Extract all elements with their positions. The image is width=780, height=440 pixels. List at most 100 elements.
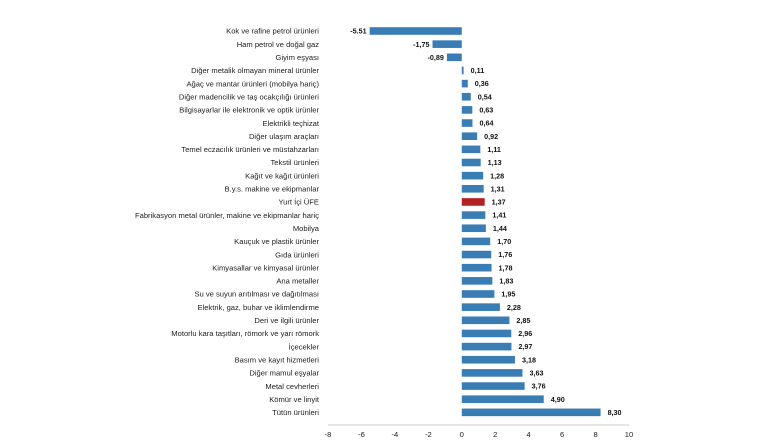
category-label-23: Motorlu kara taşıtları, römork ve yarı r… bbox=[171, 329, 319, 338]
category-label-26: Diğer mamul eşyalar bbox=[249, 369, 319, 378]
value-label-5: 0,54 bbox=[478, 92, 492, 101]
bars-group bbox=[369, 27, 601, 417]
bar-1 bbox=[432, 40, 462, 48]
bar-16 bbox=[461, 237, 491, 246]
value-label-6: 0,63 bbox=[479, 106, 493, 115]
bar-10 bbox=[461, 158, 481, 167]
value-label-9: 1,11 bbox=[487, 145, 501, 154]
value-label-3: 0,11 bbox=[471, 66, 485, 75]
value-label-20: 1,95 bbox=[501, 290, 515, 299]
bar-25 bbox=[461, 355, 515, 364]
value-label-1: -1,75 bbox=[413, 40, 429, 49]
value-label-17: 1,76 bbox=[498, 250, 512, 259]
category-label-9: Temel eczacılık ürünleri ve müstahzarlar… bbox=[181, 145, 319, 154]
bar-6 bbox=[461, 106, 473, 114]
value-label-7: 0,64 bbox=[479, 119, 493, 128]
category-label-17: Gıda ürünleri bbox=[275, 250, 319, 259]
bar-26 bbox=[461, 369, 523, 377]
category-label-1: Ham petrol ve doğal gaz bbox=[237, 40, 320, 49]
x-tick-label-0: -8 bbox=[325, 430, 332, 439]
category-label-28: Kömür ve linyit bbox=[269, 395, 320, 404]
bar-15 bbox=[461, 224, 486, 233]
bar-7 bbox=[461, 119, 473, 127]
category-labels-group: Kok ve rafine petrol ürünleri Ham petrol … bbox=[135, 27, 320, 417]
x-tick-label-7: 6 bbox=[560, 430, 564, 439]
value-label-16: 1,70 bbox=[497, 237, 511, 246]
bar-9 bbox=[461, 145, 481, 154]
category-label-27: Metal cevherleri bbox=[265, 382, 319, 391]
value-label-8: 0,92 bbox=[484, 132, 498, 141]
value-label-28: 4,90 bbox=[551, 395, 565, 404]
value-label-11: 1,28 bbox=[490, 171, 504, 180]
bar-0 bbox=[369, 27, 462, 35]
x-tick-label-5: 2 bbox=[493, 430, 497, 439]
value-label-27: 3,76 bbox=[532, 382, 546, 391]
value-label-2: -0,89 bbox=[428, 53, 444, 62]
value-label-22: 2,85 bbox=[516, 316, 530, 325]
value-label-10: 1,13 bbox=[488, 158, 502, 167]
bar-22 bbox=[461, 316, 510, 325]
bar-3 bbox=[461, 66, 464, 75]
bar-2 bbox=[446, 53, 462, 62]
x-tick-label-6: 4 bbox=[527, 430, 531, 439]
category-label-22: Deri ve ilgili ürünler bbox=[254, 316, 319, 325]
x-tick-label-2: -4 bbox=[392, 430, 399, 439]
category-label-19: Ana metaller bbox=[276, 277, 319, 286]
category-label-0: Kok ve rafine petrol ürünleri bbox=[226, 27, 319, 36]
value-label-12: 1,31 bbox=[491, 184, 505, 193]
bar-27 bbox=[461, 382, 525, 390]
category-label-29: Tütün ürünleri bbox=[272, 408, 319, 417]
bar-14 bbox=[461, 211, 486, 219]
x-tick-label-9: 10 bbox=[625, 430, 633, 439]
x-tick-label-1: -6 bbox=[358, 430, 365, 439]
value-label-26: 3,63 bbox=[529, 369, 543, 378]
category-label-4: Ağaç ve mantar ürünleri (mobilya hariç) bbox=[186, 79, 319, 88]
bar-12 bbox=[461, 185, 484, 193]
bar-23 bbox=[461, 329, 512, 338]
bar-28 bbox=[461, 395, 544, 403]
value-label-14: 1,41 bbox=[492, 211, 506, 220]
category-label-5: Diğer madencilik ve taş ocakçılığı ürünl… bbox=[179, 92, 319, 101]
value-label-15: 1,44 bbox=[493, 224, 507, 233]
category-label-13: Yurt İçi ÜFE bbox=[278, 198, 319, 207]
category-label-2: Giyim eşyası bbox=[276, 53, 319, 62]
value-label-19: 1,83 bbox=[499, 276, 513, 285]
category-label-18: Kimyasallar ve kimyasal ürünler bbox=[212, 263, 319, 272]
bar-17 bbox=[461, 250, 492, 259]
bar-18 bbox=[461, 263, 492, 272]
category-label-15: Mobilya bbox=[293, 224, 320, 233]
category-label-8: Diğer ulaşım araçları bbox=[249, 132, 319, 141]
value-label-21: 2,28 bbox=[507, 303, 521, 312]
value-labels-group: -5.51 -1,75 -0,89 0,11 0,36 0,54 0,63 0,64 0,92 1… bbox=[350, 27, 621, 417]
value-label-18: 1,78 bbox=[499, 263, 513, 272]
category-label-14: Fabrikasyon metal ürünler, makine ve eki… bbox=[135, 211, 319, 220]
value-label-23: 2,96 bbox=[518, 329, 532, 338]
category-label-10: Tekstil ürünleri bbox=[270, 158, 319, 167]
category-label-11: Kağıt ve kağıt ürünleri bbox=[245, 171, 319, 180]
value-label-29: 8,30 bbox=[608, 408, 622, 417]
bar-29 bbox=[461, 408, 601, 417]
bar-20 bbox=[461, 290, 495, 298]
bar-13 bbox=[461, 198, 485, 206]
value-label-13: 1,37 bbox=[492, 198, 506, 207]
value-label-25: 3,18 bbox=[522, 355, 536, 364]
category-label-25: Basım ve kayıt hizmetleri bbox=[235, 355, 320, 364]
x-tick-label-4: 0 bbox=[460, 430, 464, 439]
category-label-12: B.y.s. makine ve ekipmanlar bbox=[225, 185, 320, 194]
value-label-24: 2,97 bbox=[518, 342, 532, 351]
bar-21 bbox=[461, 303, 500, 311]
x-tick-label-3: -2 bbox=[425, 430, 432, 439]
bar-8 bbox=[461, 132, 478, 140]
x-axis-ticks-group: -8 -6 -4 -2 0 2 4 6 8 10 bbox=[325, 430, 634, 439]
bar-4 bbox=[461, 79, 468, 88]
bar-5 bbox=[461, 92, 471, 101]
category-label-6: Bilgisayarlar ile elektronik ve optik ür… bbox=[179, 106, 319, 115]
category-label-3: Diğer metalik olmayan mineral ürünler bbox=[191, 66, 319, 75]
category-label-7: Elektrikli teçhizat bbox=[262, 119, 319, 128]
category-label-24: İçecekler bbox=[289, 342, 320, 351]
category-label-20: Su ve suyun arıtılması ve dağıtılması bbox=[194, 290, 319, 299]
value-label-4: 0,36 bbox=[475, 79, 489, 88]
bar-24 bbox=[461, 342, 512, 351]
x-tick-label-8: 8 bbox=[593, 430, 597, 439]
